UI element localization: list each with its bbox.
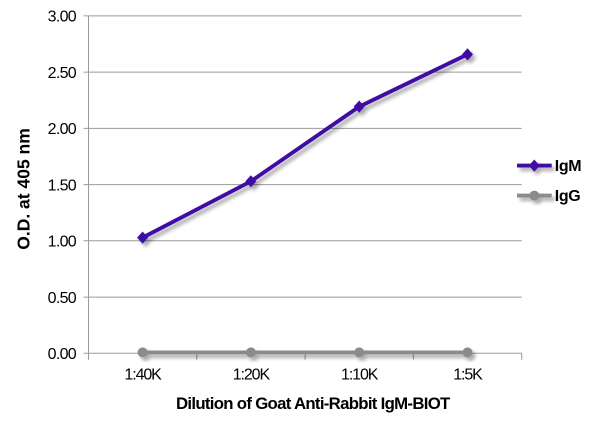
svg-text:1:5K: 1:5K <box>453 367 483 384</box>
svg-text:1.50: 1.50 <box>48 177 77 194</box>
svg-text:2.50: 2.50 <box>48 65 77 82</box>
svg-text:1:40K: 1:40K <box>124 367 162 384</box>
svg-text:IgG: IgG <box>555 188 580 205</box>
svg-text:2.00: 2.00 <box>48 121 77 138</box>
svg-text:1.00: 1.00 <box>48 234 77 251</box>
svg-text:0.50: 0.50 <box>48 290 77 307</box>
svg-text:1:10K: 1:10K <box>341 367 379 384</box>
svg-text:O.D. at 405 nm: O.D. at 405 nm <box>14 128 34 250</box>
svg-text:Dilution of Goat Anti-Rabbit I: Dilution of Goat Anti-Rabbit IgM-BIOT <box>176 394 451 413</box>
svg-text:1:20K: 1:20K <box>233 367 271 384</box>
svg-text:3.00: 3.00 <box>48 9 77 26</box>
svg-text:IgM: IgM <box>555 158 581 175</box>
svg-text:0.00: 0.00 <box>48 346 77 363</box>
